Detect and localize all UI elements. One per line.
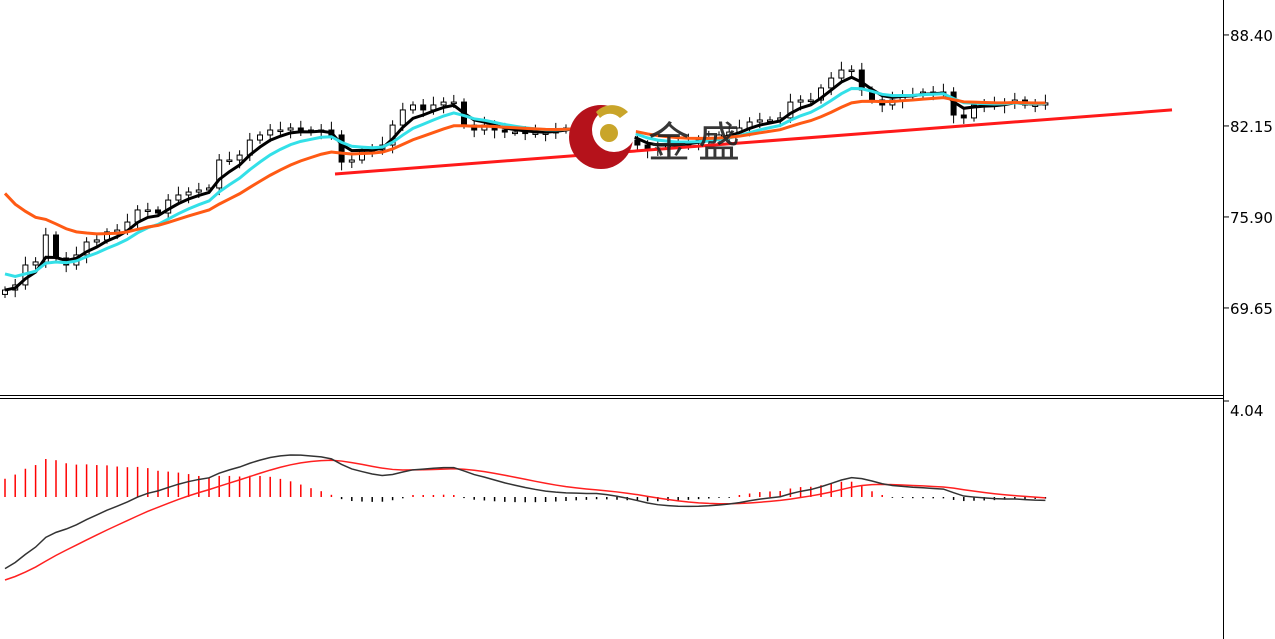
bear-candle (338, 134, 345, 163)
macd-axis-label: 4.04 (1230, 402, 1263, 420)
bull-candle (175, 194, 182, 201)
bull-candle (767, 119, 773, 122)
price-tick-label: 69.65 (1230, 300, 1273, 318)
bear-candle (53, 234, 59, 259)
bull-candle (195, 189, 202, 193)
macd-signal-line (4, 459, 1046, 581)
bull-candle (216, 159, 223, 189)
bear-candle (155, 209, 161, 214)
bull-candle (848, 69, 855, 73)
price-tick-label: 82.15 (1230, 118, 1273, 136)
trendline[interactable] (334, 108, 1173, 176)
bull-candle (32, 261, 39, 266)
logo-gold-ball-icon (600, 124, 618, 142)
bull-candle (257, 134, 263, 141)
macd-panel (4, 454, 1047, 581)
bull-candle (93, 239, 100, 243)
bull-candle (440, 101, 447, 106)
bull-candle (267, 129, 274, 136)
bull-candle (226, 159, 233, 163)
bull-candle (787, 101, 794, 119)
bear-candle (420, 104, 427, 111)
moving-averages (3, 75, 1046, 292)
price-tick-label: 75.90 (1230, 209, 1273, 227)
moving-average-line (3, 96, 1046, 236)
logo-text: 金盛 (648, 118, 748, 167)
bull-candle (236, 154, 243, 161)
logo-gold-arc-icon (596, 105, 628, 118)
bull-candle (838, 69, 845, 79)
bull-candle (410, 104, 416, 111)
bull-candle (277, 129, 284, 133)
moving-average-line (4, 75, 1046, 292)
bear-candle (297, 127, 304, 131)
bull-candle (797, 99, 804, 103)
macd-main-line (4, 454, 1046, 570)
bull-candle (971, 104, 977, 119)
bull-candle (287, 127, 294, 131)
bull-candle (828, 77, 835, 89)
bear-candle (501, 129, 508, 133)
bull-candle (83, 241, 90, 256)
bull-candle (756, 119, 763, 123)
bull-candle (450, 101, 457, 105)
bull-candle (818, 87, 824, 101)
moving-average-line (4, 86, 1046, 278)
bear-candle (960, 114, 967, 119)
price-tick-label: 88.40 (1230, 27, 1273, 45)
bull-candle (512, 131, 518, 135)
watermark-logo: 金盛 (569, 105, 748, 169)
bull-candle (185, 191, 192, 196)
bull-candle (399, 109, 406, 126)
price-axis: 88.40 82.15 75.90 69.65 (1224, 27, 1273, 318)
bull-candle (144, 209, 151, 212)
bull-candle (348, 159, 355, 163)
bull-candle (807, 99, 814, 103)
